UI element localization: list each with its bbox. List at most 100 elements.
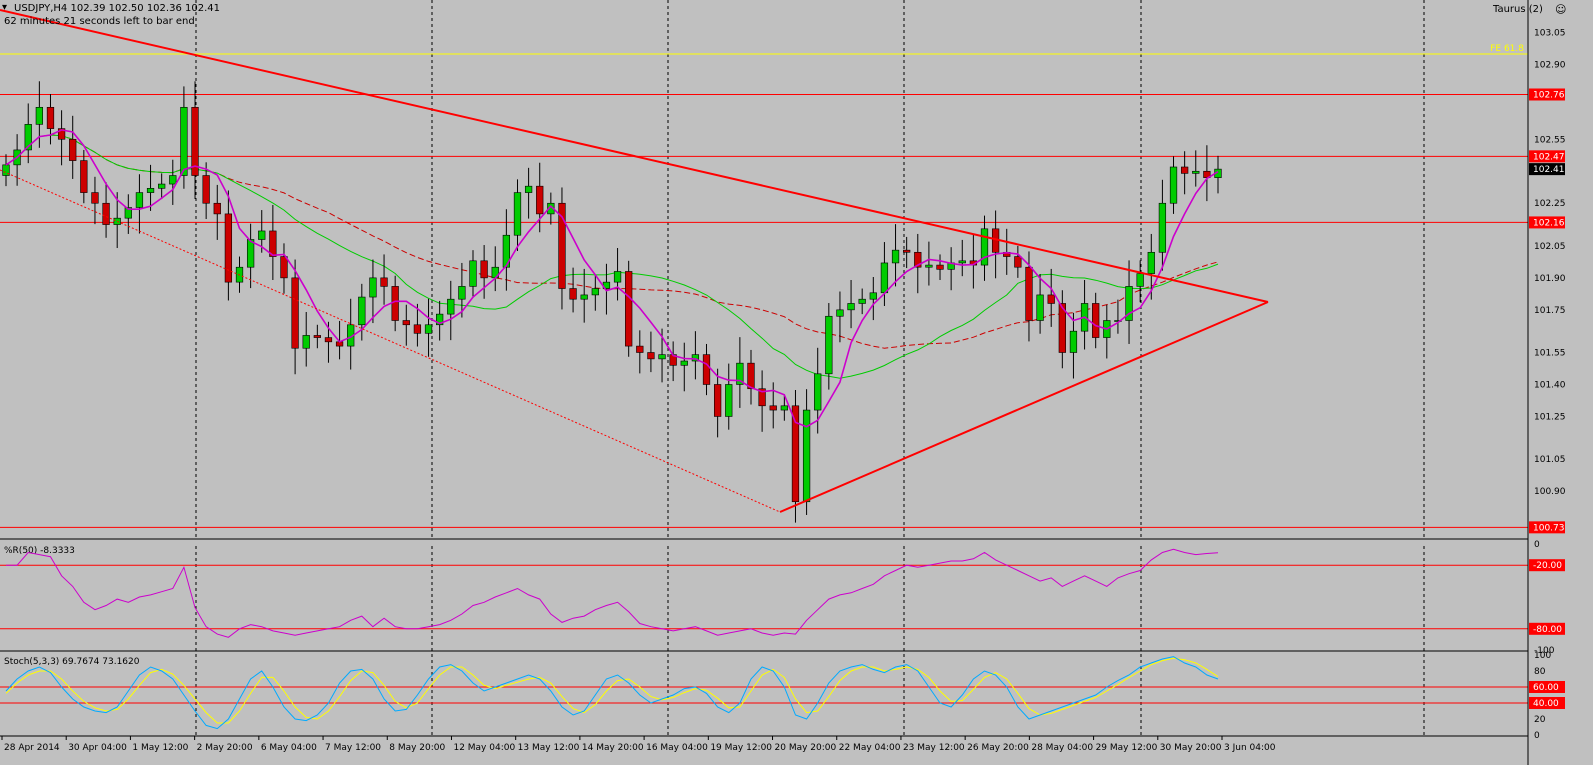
candle-body xyxy=(213,202,221,215)
level-tag-label: 102.76 xyxy=(1533,90,1565,100)
candle-body xyxy=(180,106,188,176)
candle-body xyxy=(35,106,43,125)
candle-body xyxy=(691,354,700,362)
time-tick-label: 30 May 20:00 xyxy=(1160,743,1222,753)
wr-tick-label: 0 xyxy=(1534,540,1540,550)
candle-body xyxy=(302,335,310,349)
candle-body xyxy=(524,185,533,193)
candle-body xyxy=(825,315,833,375)
smiley-icon: ☺ xyxy=(1555,3,1567,16)
candle-body xyxy=(469,260,477,287)
price-tick-label: 101.75 xyxy=(1534,306,1566,316)
candle-body xyxy=(736,362,744,385)
candle-body xyxy=(647,352,655,360)
stoch-tick-label: 100 xyxy=(1534,651,1551,661)
panel-separator xyxy=(0,538,1593,544)
wr-line xyxy=(6,548,1219,638)
price-tick-label: 100.90 xyxy=(1534,487,1566,497)
time-axis: 28 Apr 2014 30 Apr 04:00 1 May 12:00 2 May … xyxy=(1,736,1276,753)
price-panel: FE 61.8 xyxy=(0,9,1593,737)
candle-body xyxy=(313,335,321,338)
candle-body xyxy=(513,192,522,236)
time-tick-label: 8 May 20:00 xyxy=(389,743,445,753)
time-tick-label: 30 Apr 04:00 xyxy=(68,743,127,753)
trendline-lower xyxy=(779,301,1269,513)
candle-body xyxy=(747,362,755,390)
bar-timer: 62 minutes 21 seconds left to bar end xyxy=(4,16,195,27)
price-tick-label: 101.25 xyxy=(1534,412,1566,422)
candle-body xyxy=(258,230,266,240)
candle-body xyxy=(636,345,644,353)
candle-body xyxy=(246,239,255,268)
candle-body xyxy=(925,264,933,268)
candle-body xyxy=(1136,273,1144,287)
candle-body xyxy=(936,264,944,270)
candle-body xyxy=(1092,303,1100,338)
candle-body xyxy=(847,303,855,311)
ma-slow-green xyxy=(5,134,1219,379)
candle-body xyxy=(858,298,866,304)
candle-body xyxy=(814,373,822,411)
candle-body xyxy=(1158,202,1167,253)
vertical-grid xyxy=(195,0,1425,736)
price-tick-label: 102.25 xyxy=(1534,199,1566,209)
candle-body xyxy=(836,309,844,317)
candle-body xyxy=(558,202,566,289)
time-tick-label: 22 May 04:00 xyxy=(839,743,901,753)
stoch-tick-label: 40.00 xyxy=(1533,699,1559,709)
candle-body xyxy=(758,388,766,407)
candle-body xyxy=(436,313,444,326)
time-tick-label: 14 May 20:00 xyxy=(582,743,644,753)
level-tag-label: 102.41 xyxy=(1533,165,1565,175)
candle-body xyxy=(69,138,77,161)
candle-body xyxy=(447,298,455,315)
candle-body xyxy=(402,320,410,326)
time-tick-label: 19 May 12:00 xyxy=(710,743,772,753)
candle-body xyxy=(1125,286,1133,321)
price-tick-label: 102.55 xyxy=(1534,135,1566,145)
level-tag xyxy=(1529,216,1565,229)
candle-body xyxy=(102,202,110,225)
candle-body xyxy=(202,175,210,204)
candle-body xyxy=(580,294,588,300)
candle-body xyxy=(1114,320,1122,322)
candle-body xyxy=(413,324,422,334)
candle-body xyxy=(158,183,166,189)
candle-body xyxy=(191,106,199,176)
time-tick-label: 20 May 20:00 xyxy=(775,743,837,753)
wr-level-tag xyxy=(1529,622,1565,635)
time-tick-label: 12 May 04:00 xyxy=(453,743,515,753)
candle-body xyxy=(625,271,633,347)
candle-body xyxy=(291,277,299,349)
candle-body xyxy=(24,124,32,151)
dropdown-arrow-icon[interactable]: ▾ xyxy=(2,2,8,13)
time-tick-label: 16 May 04:00 xyxy=(646,743,708,753)
trendline-upper xyxy=(0,9,1269,303)
candle-body xyxy=(880,262,889,294)
wr-tick-label: -80.00 xyxy=(1533,625,1562,635)
price-tick-label: 101.40 xyxy=(1534,380,1566,390)
stoch-tick-label: 80 xyxy=(1534,667,1546,677)
wr-tick-label: -20.00 xyxy=(1533,561,1562,571)
price-tick-label: 102.90 xyxy=(1534,61,1566,71)
candle-body xyxy=(1036,294,1044,321)
candle-body xyxy=(1069,330,1078,353)
candle-body xyxy=(1058,303,1066,353)
candle-body xyxy=(480,260,488,279)
time-tick-label: 1 May 12:00 xyxy=(132,743,188,753)
candle-body xyxy=(869,292,877,300)
candle-body xyxy=(891,249,900,264)
candle-body xyxy=(113,217,121,225)
candle-body xyxy=(903,249,911,253)
stoch-tick-label: 60.00 xyxy=(1533,683,1559,693)
price-axis: 103.05 102.90 102.55 102.25 102.05 101.90 101.… xyxy=(1527,0,1566,765)
candle-body xyxy=(658,354,666,360)
candle-body xyxy=(569,288,577,300)
fe-label: FE 61.8 xyxy=(1490,44,1524,54)
candle-body xyxy=(591,288,599,296)
candle-body xyxy=(169,175,177,185)
time-tick-label: 7 May 12:00 xyxy=(325,743,381,753)
candle-body xyxy=(1047,294,1055,304)
time-tick-label: 6 May 04:00 xyxy=(261,743,317,753)
